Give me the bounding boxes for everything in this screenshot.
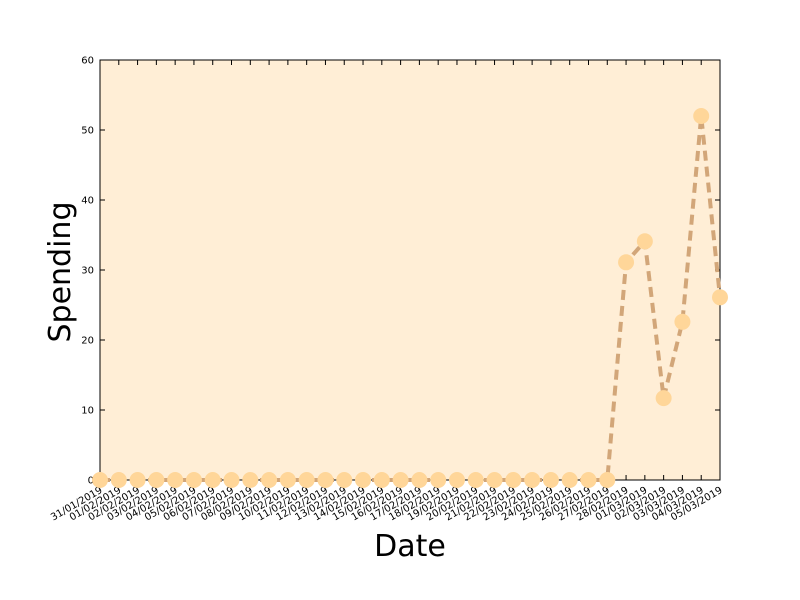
data-point <box>298 472 315 488</box>
data-point <box>712 289 728 306</box>
data-point <box>524 472 541 488</box>
data-point <box>148 472 165 488</box>
data-point <box>599 472 616 488</box>
data-point <box>618 254 635 271</box>
y-tick-label: 10 <box>81 406 94 417</box>
data-point <box>448 472 465 488</box>
data-point <box>486 472 503 488</box>
y-tick-label: 60 <box>81 56 94 67</box>
data-line <box>100 115 722 482</box>
data-point <box>655 390 672 407</box>
y-tick-label: 0 <box>88 476 94 487</box>
data-point <box>261 472 278 488</box>
data-point <box>223 472 240 488</box>
data-point <box>580 472 597 488</box>
data-point <box>505 472 522 488</box>
y-tick-label: 50 <box>81 126 94 137</box>
data-point <box>430 472 447 488</box>
y-tick-label: 20 <box>81 336 94 347</box>
data-point <box>204 472 221 488</box>
data-point <box>317 472 334 488</box>
data-point <box>392 472 409 488</box>
plot-background <box>99 59 721 481</box>
data-point <box>336 472 353 488</box>
data-point <box>674 313 691 330</box>
data-point <box>373 472 390 488</box>
data-point <box>279 472 296 488</box>
y-tick-label: 30 <box>81 266 94 277</box>
data-point <box>129 472 146 488</box>
data-point <box>185 472 202 488</box>
data-point <box>167 472 184 488</box>
data-point <box>110 472 127 488</box>
data-point <box>92 472 108 488</box>
data-point <box>636 233 653 250</box>
y-tick-label: 40 <box>81 196 94 207</box>
data-point <box>542 472 559 488</box>
data-point <box>561 472 578 488</box>
y-axis-label: Spending <box>43 202 78 343</box>
data-point <box>411 472 428 488</box>
data-point <box>355 472 372 488</box>
x-axis-label: Date <box>374 529 446 564</box>
data-point <box>242 472 259 488</box>
data-point <box>467 472 484 488</box>
data-point <box>693 108 710 124</box>
